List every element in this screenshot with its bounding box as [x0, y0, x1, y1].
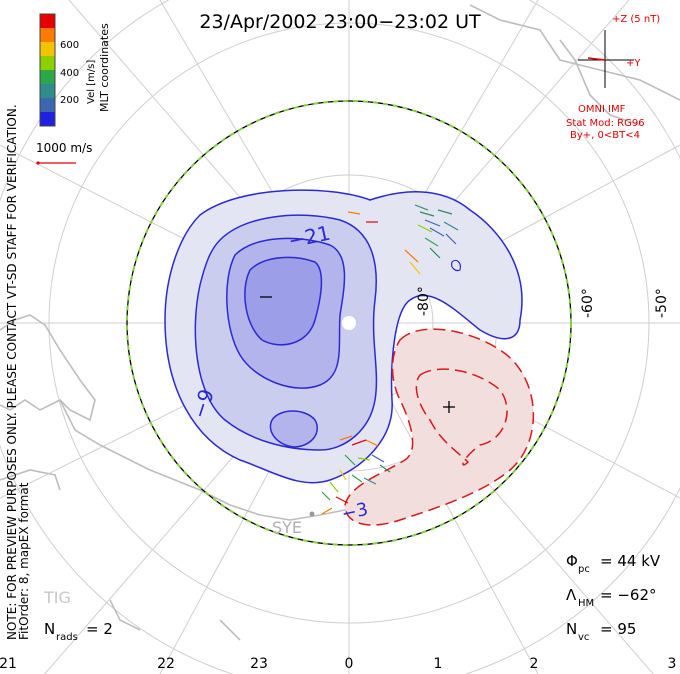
- lat-label-60: -60°: [580, 288, 596, 318]
- nvc-symbol: N: [566, 620, 577, 638]
- station-label-sye: SYE: [272, 518, 302, 537]
- scale-vector: [36, 161, 76, 165]
- phi-pc-value: = 44 kV: [600, 552, 661, 570]
- nrads-sub: rads: [56, 632, 78, 643]
- colorbar-swatch: [40, 98, 55, 113]
- colorbar-swatch: [40, 56, 55, 71]
- colorbar-coord-label: MLT coordinates: [98, 23, 111, 112]
- colorbar-swatch: [40, 112, 55, 127]
- colorbar-vel-label: Vel [m/s]: [86, 60, 97, 104]
- colorbar-tick-200: 200: [60, 95, 79, 106]
- stats-panel: Φ pc = 44 kV Λ HM = −62° N vc = 95 N rad…: [44, 552, 661, 643]
- potential-max-marker: [443, 401, 455, 413]
- mlt-tick-0: 0: [345, 656, 354, 672]
- imf-source: OMNI IMF: [578, 104, 626, 115]
- map-title: 23/Apr/2002 23:00−23:02 UT: [199, 11, 481, 33]
- scale-vector-label: 1000 m/s: [36, 141, 92, 155]
- imf-model: Stat Mod: RG96: [566, 118, 645, 129]
- velocity-vectors-dayside: [347, 204, 459, 275]
- colorbar-swatch: [40, 28, 55, 43]
- colorbar-swatch: [40, 14, 55, 29]
- station-marker-sye: [309, 511, 315, 517]
- colorbar-swatch: [40, 70, 55, 85]
- lambda-hm-sub: HM: [578, 598, 594, 609]
- colorbar-tick-600: 600: [60, 40, 79, 51]
- colorbar-swatch: [40, 84, 55, 99]
- positive-potential-cell: [344, 328, 535, 526]
- imf-y-label: +Y: [626, 58, 641, 69]
- velocity-vectors-nightside: [321, 435, 391, 515]
- lambda-hm-symbol: Λ: [566, 586, 577, 604]
- nvc-sub: vc: [578, 632, 589, 643]
- velocity-colorbar: [40, 14, 55, 127]
- negative-potential-cell: [164, 189, 523, 484]
- lambda-hm-value: = −62°: [600, 586, 657, 604]
- mlt-tick-1: 1: [434, 656, 443, 672]
- mlt-tick-22: 22: [157, 656, 175, 672]
- lat-label-50: -50°: [654, 288, 670, 318]
- phi-pc-symbol: Φ: [566, 552, 578, 570]
- mlt-tick-23: 23: [250, 656, 268, 672]
- imf-clock-dial: [578, 30, 634, 88]
- imf-z-label: +Z (5 nT): [612, 14, 660, 25]
- phi-pc-sub: pc: [578, 564, 590, 575]
- lat-label-80: -80°: [416, 286, 432, 316]
- colorbar-swatch: [40, 42, 55, 57]
- fit-order-note: FitOrder: 8, mapEX format: [17, 482, 31, 640]
- preview-note: NOTE: FOR PREVIEW PURPOSES ONLY. PLEASE …: [5, 104, 19, 640]
- nrads-value: = 2: [86, 620, 113, 638]
- colorbar-tick-400: 400: [60, 68, 79, 79]
- magnetic-pole-marker: [342, 316, 356, 330]
- nrads-symbol: N: [44, 620, 55, 638]
- mlt-tick-21: 21: [0, 656, 17, 672]
- mlt-axis: 21 22 23 0 1 2 3: [0, 656, 676, 672]
- mlt-tick-2: 2: [530, 656, 539, 672]
- mlt-tick-3: 3: [668, 656, 677, 672]
- imf-condition: By+, 0<BT<4: [570, 130, 640, 141]
- station-label-tig: TIG: [43, 588, 71, 607]
- nvc-value: = 95: [600, 620, 636, 638]
- hm-boundary-dashes: [126, 100, 572, 546]
